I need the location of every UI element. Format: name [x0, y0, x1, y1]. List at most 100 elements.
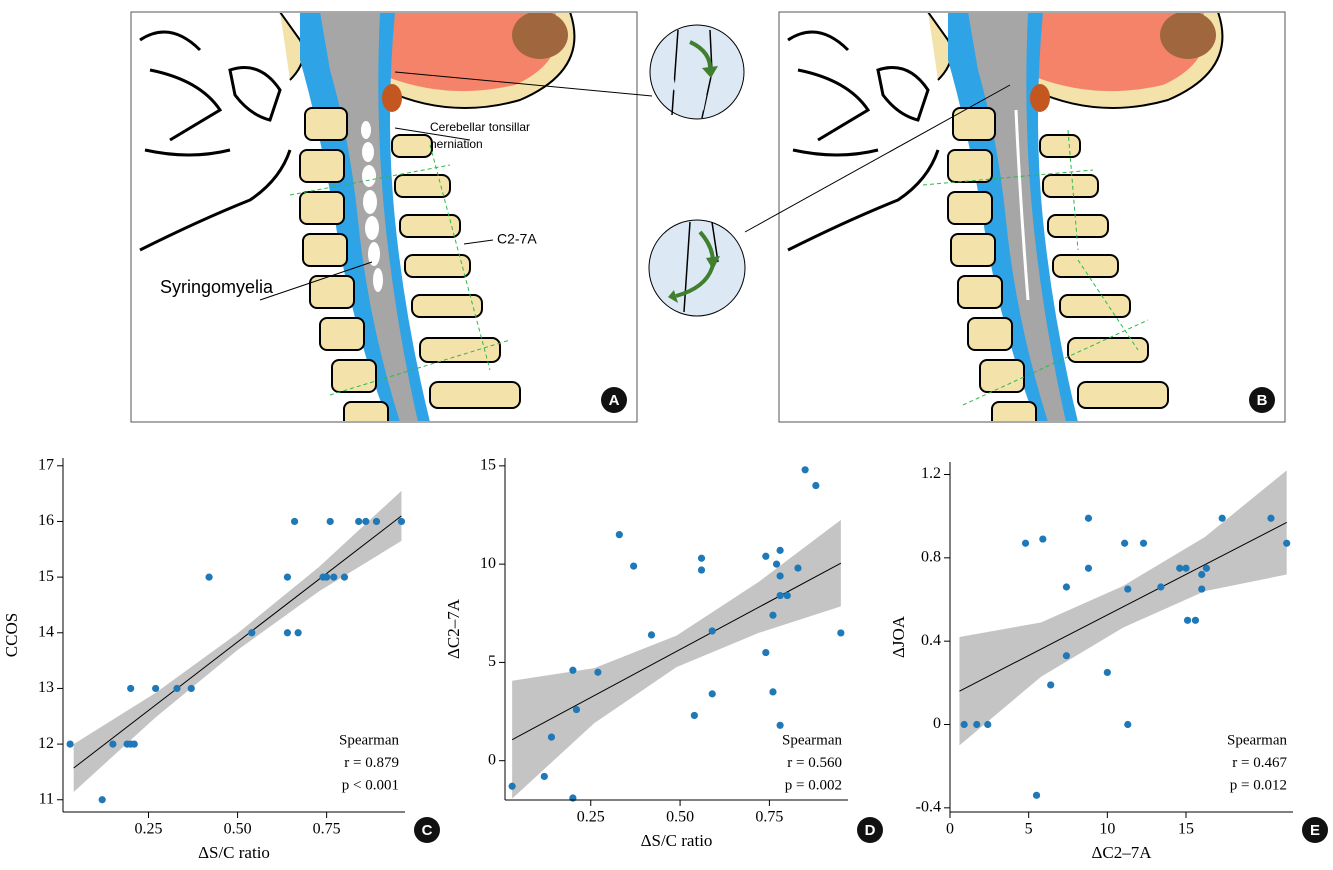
angle-lines: [922, 129, 1149, 406]
data-point: [130, 740, 138, 748]
data-point: [776, 591, 784, 600]
panel-badge: [857, 817, 883, 843]
data-point: [66, 740, 74, 748]
confidence-band: [512, 519, 841, 799]
data-point: [697, 566, 706, 574]
data-point: [837, 629, 845, 637]
y-tick-label: 17: [38, 456, 54, 473]
data-point: [362, 517, 370, 526]
stat-annotation: Spearman: [782, 732, 842, 748]
data-point: [1084, 564, 1093, 572]
syrinx: [1014, 109, 1030, 301]
panel-letter: E: [1310, 822, 1320, 839]
x-tick-label: 5: [1025, 821, 1033, 838]
data-point: [248, 629, 256, 637]
stat-annotation: Spearman: [339, 732, 399, 748]
data-point: [330, 573, 338, 581]
data-point: [109, 740, 117, 748]
detail-circles: [394, 24, 1011, 317]
data-point: [960, 720, 968, 729]
data-point: [776, 546, 784, 554]
stat-annotation: Spearman: [1227, 732, 1287, 748]
data-point: [205, 573, 213, 581]
data-point: [372, 517, 381, 526]
herniation-label: herniation: [430, 137, 483, 151]
data-point: [173, 684, 181, 693]
y-tick-label: 14: [38, 623, 54, 640]
data-point: [1139, 539, 1148, 547]
angle-lines: [289, 144, 511, 396]
data-point: [1183, 616, 1192, 624]
charts: 0.25 0.50 0.75 11 12 13 14 15 16 17 ΔS/C ratio CCOS…: [2, 456, 1328, 862]
y-tick-label: 0: [488, 751, 496, 768]
data-point: [283, 629, 292, 637]
data-point: [540, 772, 548, 781]
x-tick-label: 15: [1178, 821, 1194, 838]
herniation-label: Cerebellar tonsillar: [430, 120, 530, 134]
data-point: [326, 517, 334, 526]
data-point: [1103, 668, 1111, 677]
x-tick-label: 0: [946, 821, 954, 838]
stat-annotation: r = 0.879: [344, 755, 399, 771]
panel-badge: [1302, 817, 1328, 843]
data-point: [812, 481, 820, 490]
data-point: [1267, 514, 1275, 522]
data-point: [769, 611, 777, 619]
data-point: [98, 796, 106, 804]
data-point: [547, 733, 556, 741]
y-axis-label: ΔC2–7A: [444, 598, 463, 659]
data-point: [323, 573, 331, 581]
data-point: [697, 554, 706, 562]
stat-annotation: r = 0.467: [1232, 755, 1287, 771]
stat-annotation: p < 0.001: [342, 777, 399, 793]
y-axis-label: CCOS: [2, 613, 21, 657]
y-tick-label: 16: [38, 512, 54, 529]
panel-badge: [601, 387, 627, 413]
y-tick-label: 10: [480, 555, 496, 572]
data-point: [801, 466, 809, 474]
data-point: [615, 531, 623, 539]
data-point: [569, 794, 577, 802]
stat-annotation: p = 0.012: [1230, 777, 1287, 793]
y-tick-label: 0: [933, 715, 941, 732]
confidence-band: [959, 470, 1287, 746]
panel-letter: B: [1257, 392, 1268, 409]
y-tick-label: 11: [39, 790, 54, 807]
y-tick-label: 0.8: [921, 549, 941, 566]
data-point: [1047, 681, 1055, 689]
data-point: [127, 684, 135, 693]
y-tick-label: 15: [38, 568, 54, 585]
x-tick-label: 0.50: [666, 809, 694, 826]
chart: 0.25 0.50 0.75 0 5 10 15 ΔS/C ratio ΔC2–7A Spearm…: [444, 457, 883, 850]
data-point: [1039, 535, 1047, 543]
y-tick-label: 0.4: [921, 632, 941, 649]
leader-lines: [259, 127, 494, 301]
data-point: [1283, 539, 1291, 547]
panel-letter: A: [609, 392, 620, 409]
data-point: [973, 720, 981, 729]
data-point: [1176, 564, 1184, 572]
data-point: [1062, 652, 1071, 660]
data-point: [1198, 570, 1206, 579]
data-point: [1191, 616, 1200, 624]
panel-b-illustration: [786, 13, 1224, 421]
data-point: [1062, 583, 1071, 591]
data-point: [1084, 514, 1093, 522]
chart: 0.25 0.50 0.75 11 12 13 14 15 16 17 ΔS/C ratio CCOS…: [2, 456, 440, 862]
x-axis-label: ΔS/C ratio: [641, 831, 713, 850]
data-point: [283, 573, 292, 581]
data-point: [294, 629, 302, 637]
data-point: [1124, 585, 1132, 593]
stat-annotation: p = 0.002: [785, 777, 842, 793]
y-tick-label: 13: [38, 679, 54, 696]
y-tick-label: 12: [38, 735, 54, 752]
y-tick-label: -0.4: [916, 799, 941, 816]
data-point: [647, 631, 656, 639]
data-point: [1032, 791, 1041, 799]
data-point: [1021, 539, 1030, 547]
data-point: [776, 572, 784, 580]
panel-badge: [1249, 387, 1275, 413]
data-point: [355, 517, 363, 526]
x-axis-label: ΔS/C ratio: [198, 843, 270, 862]
data-point: [569, 666, 577, 674]
